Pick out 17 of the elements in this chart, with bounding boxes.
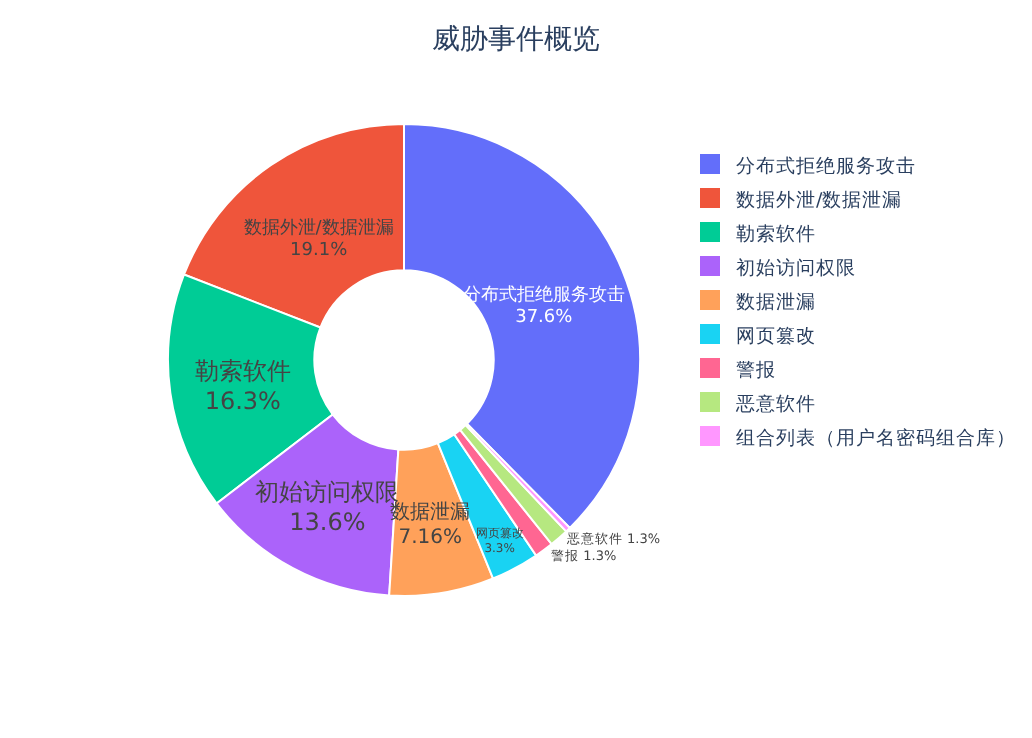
legend-label: 初始访问权限 [736, 256, 856, 280]
data-label: 19.1% [290, 241, 349, 262]
data-label: 13.6% [289, 508, 366, 537]
legend-label: 数据泄漏 [736, 290, 816, 314]
legend-label: 数据外泄/数据泄漏 [736, 188, 903, 212]
legend-label: 勒索软件 [736, 222, 816, 246]
data-label: 7.16% [398, 526, 463, 549]
legend-label: 网页篡改 [736, 324, 816, 348]
data-label: 37.6% [515, 308, 574, 329]
data-label: 16.3% [204, 387, 281, 416]
slice-label: 数据外泄/数据泄漏 [243, 216, 394, 239]
slice-label: 勒索软件 [194, 357, 291, 386]
legend-label: 警报 [736, 358, 776, 382]
legend-label: 组合列表（用户名密码组合库） [736, 426, 1016, 450]
legend-label: 恶意软件 [734, 392, 816, 416]
legend-label: 分布式拒绝服务攻击 [736, 154, 916, 178]
chart-title: 威胁事件概览 [432, 24, 600, 56]
